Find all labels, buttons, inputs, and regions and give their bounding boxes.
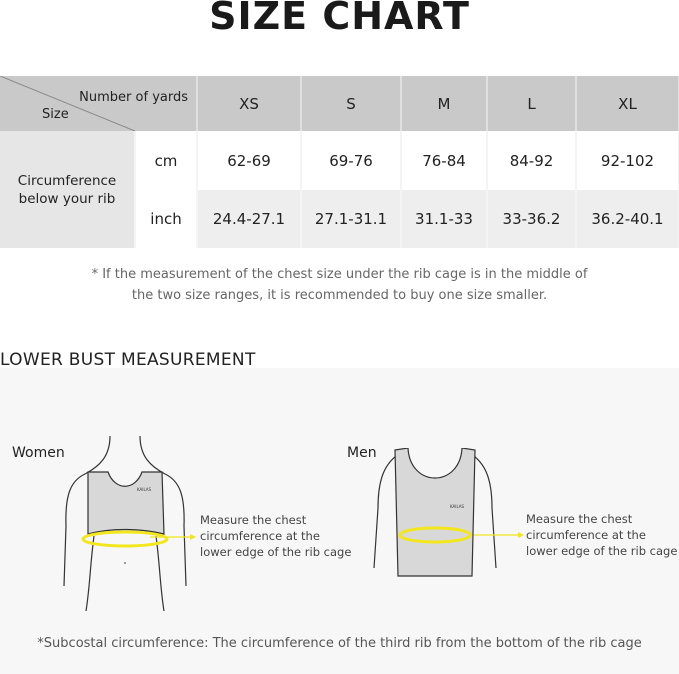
logo: KAILAS xyxy=(137,487,152,492)
corner-bottom-label: Size xyxy=(42,107,69,122)
arrow-icon xyxy=(474,532,524,538)
women-label: Women xyxy=(12,445,65,461)
value-cell: 36.2-40.1 xyxy=(576,190,679,248)
men-label: Men xyxy=(347,445,377,461)
value-cell: 76-84 xyxy=(401,131,488,190)
corner-cell: Number of yards Size xyxy=(0,76,198,131)
section-title: LOWER BUST MEASUREMENT xyxy=(0,350,256,370)
unit-cell: inch xyxy=(135,190,198,248)
value-cell: 62-69 xyxy=(197,131,302,190)
caption-line: Measure the chest xyxy=(526,512,633,526)
table-row: inch 24.4-27.1 27.1-31.1 31.1-33 33-36.2… xyxy=(0,190,679,248)
row-label: Circumference below your rib xyxy=(0,131,136,248)
men-figure-illustration: KAILAS xyxy=(373,448,497,577)
diagonal-line xyxy=(0,76,136,131)
size-header: L xyxy=(487,76,577,131)
value-cell: 84-92 xyxy=(487,131,577,190)
men-caption: Measure the chest circumference at the l… xyxy=(526,511,677,559)
note-line: the two size ranges, it is recommended t… xyxy=(131,288,548,303)
women-figure-illustration: KAILAS xyxy=(63,436,187,611)
value-cell: 92-102 xyxy=(576,131,679,190)
caption-line: circumference at the xyxy=(200,529,320,543)
size-header: XS xyxy=(197,76,302,131)
value-cell: 33-36.2 xyxy=(487,190,577,248)
unit-cell: cm xyxy=(135,131,198,190)
caption-line: lower edge of the rib cage xyxy=(200,545,352,559)
size-header: S xyxy=(301,76,402,131)
caption-line: lower edge of the rib cage xyxy=(526,544,678,558)
footnote: *Subcostal circumference: The circumfere… xyxy=(37,636,642,651)
women-caption: Measure the chest circumference at the l… xyxy=(200,512,351,560)
header-row: Number of yards Size XS S M L XL xyxy=(0,76,679,131)
value-cell: 69-76 xyxy=(301,131,402,190)
size-note: * If the measurement of the chest size u… xyxy=(0,264,679,306)
value-cell: 31.1-33 xyxy=(401,190,488,248)
caption-line: Measure the chest xyxy=(200,513,307,527)
corner-top-label: Number of yards xyxy=(79,90,188,105)
value-cell: 24.4-27.1 xyxy=(197,190,302,248)
size-header: M xyxy=(401,76,488,131)
note-line: * If the measurement of the chest size u… xyxy=(91,267,588,282)
size-header: XL xyxy=(576,76,679,131)
table-row: Circumference below your rib cm 62-69 69… xyxy=(0,131,679,248)
page-title: SIZE CHART xyxy=(209,0,470,38)
logo: KAILAS xyxy=(450,504,465,509)
value-cell: 27.1-31.1 xyxy=(301,190,402,248)
size-table: Number of yards Size XS S M L XL Circumf… xyxy=(0,76,679,248)
arrow-icon xyxy=(150,534,196,540)
caption-line: circumference at the xyxy=(526,528,646,542)
